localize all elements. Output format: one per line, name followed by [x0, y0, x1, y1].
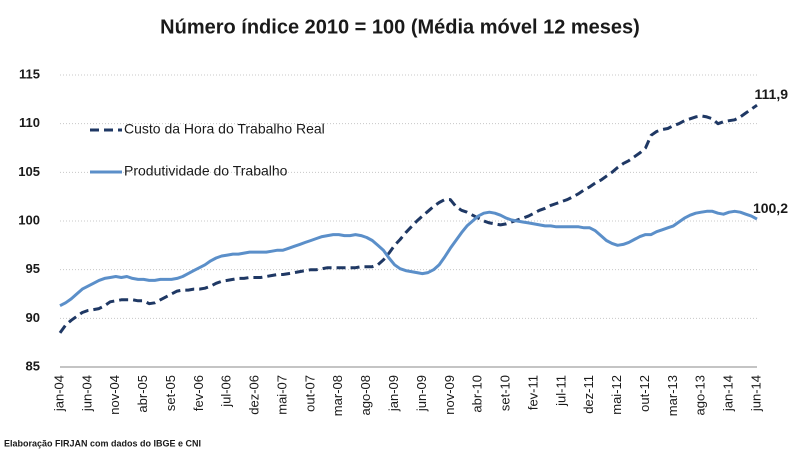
y-tick-label: 95	[26, 261, 40, 276]
x-tick-label: set-10	[498, 375, 513, 411]
x-tick-label: mai-07	[274, 375, 289, 415]
y-tick-label: 100	[18, 212, 40, 227]
x-tick-label: jul-06	[219, 375, 234, 408]
x-tick-label: jan-09	[386, 375, 401, 412]
x-tick-label: set-05	[163, 375, 178, 411]
x-tick-label: mai-12	[609, 375, 624, 415]
x-tick-label: jun-14	[748, 375, 763, 412]
x-tick-label: ago-08	[358, 375, 373, 415]
legend-label: Produtividade do Trabalho	[124, 163, 288, 179]
legend-label: Custo da Hora do Trabalho Real	[124, 121, 325, 137]
x-tick-label: fev-11	[525, 375, 540, 410]
x-tick-label: nov-04	[107, 375, 122, 415]
y-tick-label: 85	[26, 358, 40, 373]
source-note: Elaboração FIRJAN com dados do IBGE e CN…	[4, 438, 201, 448]
x-tick-label: mar-08	[330, 375, 345, 416]
x-tick-label: jun-09	[414, 375, 429, 412]
y-tick-label: 90	[26, 310, 40, 325]
x-tick-label: out-07	[302, 375, 317, 412]
value-label: 100,2	[753, 200, 788, 216]
x-tick-label: nov-09	[442, 375, 457, 415]
x-tick-label: jan-04	[51, 375, 66, 412]
y-tick-label: 105	[18, 164, 40, 179]
x-tick-label: ago-13	[693, 375, 708, 415]
x-tick-label: jun-04	[79, 375, 94, 412]
y-tick-label: 110	[19, 115, 40, 130]
y-tick-label: 115	[19, 66, 40, 81]
x-tick-label: mar-13	[665, 375, 680, 416]
x-tick-label: abr-10	[470, 375, 485, 413]
x-tick-label: jan-14	[721, 375, 736, 412]
chart-title: Número índice 2010 = 100 (Média móvel 12…	[160, 16, 640, 38]
x-tick-label: fev-06	[191, 375, 206, 411]
x-tick-label: abr-05	[135, 375, 150, 413]
x-tick-label: dez-11	[581, 375, 596, 414]
value-label: 111,9	[755, 86, 789, 102]
x-tick-label: dez-06	[247, 375, 262, 415]
series-line	[58, 103, 758, 334]
series-line	[59, 209, 758, 308]
x-tick-label: out-12	[637, 375, 652, 412]
x-tick-label: jul-11	[553, 375, 568, 407]
